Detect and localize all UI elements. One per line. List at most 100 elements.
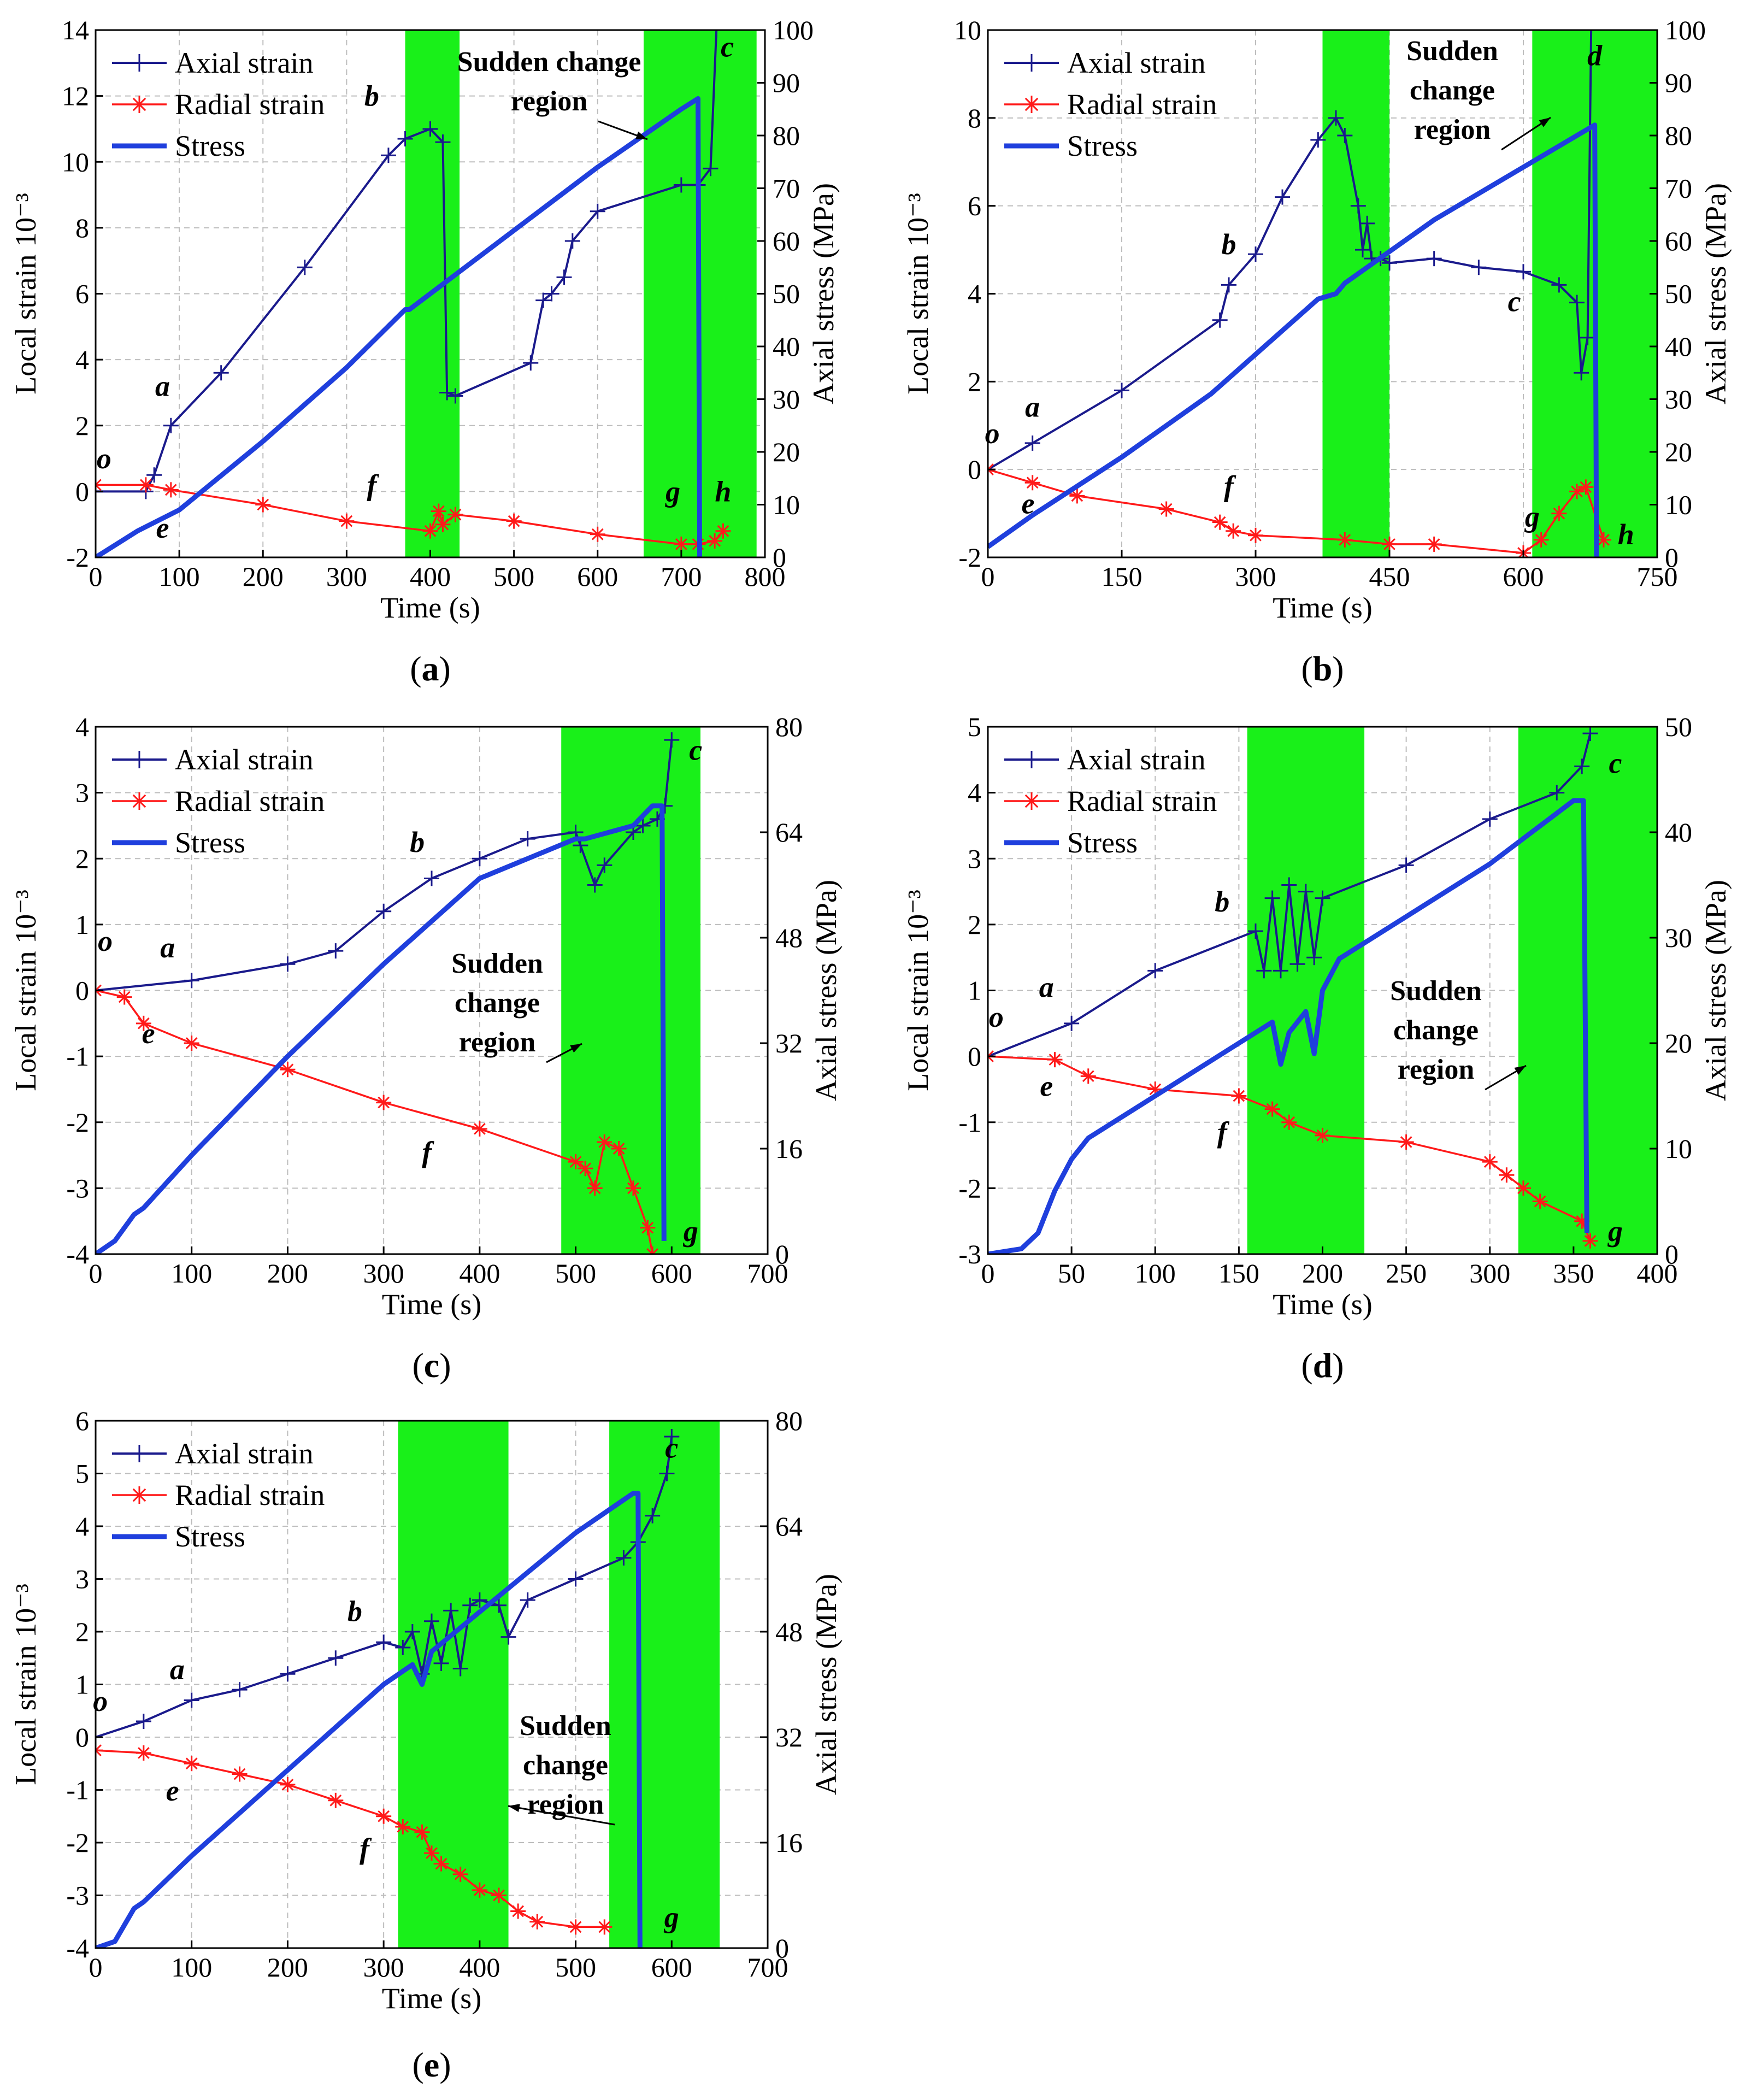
y2-tick-label: 0: [1665, 1239, 1679, 1269]
point-label-e: e: [1022, 487, 1035, 520]
y-tick-label: 0: [75, 975, 89, 1006]
axial-strain-marker: [1221, 277, 1236, 293]
y-tick-label: 2: [75, 410, 89, 441]
legend-label: Stress: [1067, 130, 1138, 162]
axial-strain-marker: [452, 1661, 468, 1677]
annotation-text: region: [459, 1027, 536, 1058]
x-tick-label: 0: [981, 1258, 995, 1289]
annotation-text: region: [511, 86, 588, 117]
axial-strain-marker: [380, 148, 396, 163]
axial-strain-marker: [462, 1597, 478, 1613]
axial-strain-marker: [1337, 128, 1353, 143]
radial-strain-marker: [395, 1819, 411, 1835]
radial-strain-marker: [568, 1154, 584, 1170]
radial-strain-marker: [1516, 1180, 1531, 1196]
panel-caption: (c): [412, 1346, 451, 1385]
x-axis-label: Time (s): [382, 1288, 482, 1321]
annotation-arrow: [508, 1805, 615, 1826]
legend-label: Stress: [175, 130, 245, 162]
y-tick-label: 4: [75, 344, 89, 375]
x-tick-label: 0: [89, 1258, 103, 1289]
y-tick-label: 0: [968, 454, 981, 485]
axial-strain-marker: [232, 1682, 248, 1698]
x-tick-label: 700: [747, 1258, 788, 1289]
axial-strain-marker: [587, 877, 603, 893]
x-tick-label: 600: [1503, 561, 1544, 592]
radial-strain-marker: [1532, 1193, 1548, 1209]
x-tick-label: 400: [459, 1952, 500, 1983]
y-tick-label: 10: [62, 146, 89, 177]
annotation-text: change: [455, 987, 540, 1019]
axial-strain-marker: [556, 269, 572, 285]
x-tick-label: 350: [1553, 1258, 1594, 1289]
x-tick-label: 300: [363, 1258, 404, 1289]
radial-strain-marker: [587, 1180, 603, 1196]
y2-tick-label: 0: [775, 1933, 789, 1963]
radial-strain-marker: [1248, 527, 1263, 543]
point-label-f: f: [1217, 1116, 1230, 1149]
y2-tick-label: 40: [773, 331, 800, 362]
y-axis-label-left: Local strain 10⁻³: [902, 890, 934, 1091]
series-line: [96, 1491, 643, 1948]
axial-strain-marker: [424, 870, 439, 886]
radial-strain-marker: [1024, 475, 1040, 491]
axial-strain-marker: [1248, 923, 1263, 939]
y2-tick-label: 64: [775, 1511, 803, 1542]
radial-strain-marker: [1337, 532, 1353, 548]
radial-strain-marker: [1264, 1101, 1280, 1117]
y2-tick-label: 16: [775, 1133, 803, 1164]
x-tick-label: 500: [555, 1258, 596, 1289]
series-radial-strain: [988, 1049, 1598, 1249]
y2-tick-label: 10: [1665, 490, 1692, 520]
axial-strain-marker: [597, 857, 613, 873]
y-tick-label: -2: [66, 1107, 89, 1138]
point-label-h: h: [1618, 518, 1634, 551]
y2-tick-label: 70: [773, 173, 800, 204]
point-label-e: e: [166, 1774, 179, 1807]
y2-tick-label: 80: [775, 711, 803, 742]
axial-strain-marker: [1549, 785, 1565, 801]
axial-strain-marker: [1298, 884, 1314, 899]
x-tick-label: 700: [747, 1952, 788, 1983]
axial-strain-marker: [1310, 132, 1326, 148]
legend: Axial strain Radial strain Stress: [1004, 46, 1217, 162]
axial-strain-marker: [397, 131, 413, 147]
sudden-change-annotation: Sudden change region: [1406, 36, 1551, 151]
legend-label: Axial strain: [1067, 743, 1205, 776]
axial-strain-marker: [1289, 956, 1305, 972]
axial-strain-marker: [1426, 251, 1442, 267]
axial-strain-marker: [1350, 198, 1366, 214]
axial-strain-marker: [645, 1508, 661, 1523]
point-label-e: e: [142, 1017, 155, 1050]
axial-strain-marker: [1024, 435, 1040, 451]
series-stress: [988, 122, 1599, 557]
axial-strain-marker: [1574, 365, 1589, 381]
point-label-b: b: [1215, 885, 1229, 918]
y2-tick-label: 60: [1665, 226, 1692, 256]
y-tick-label: 4: [968, 778, 981, 808]
axial-strain-marker: [435, 134, 451, 150]
axial-strain-marker: [1264, 890, 1280, 906]
series-line: [96, 96, 703, 557]
y2-tick-label: 30: [773, 384, 800, 415]
y-axis-label-left: Local strain 10⁻³: [9, 193, 42, 395]
x-tick-label: 0: [89, 561, 103, 592]
axial-strain-marker: [673, 177, 689, 193]
x-tick-label: 400: [410, 561, 451, 592]
axial-strain-marker: [1516, 264, 1531, 280]
y-tick-label: -3: [66, 1173, 89, 1203]
radial-strain-marker: [590, 526, 605, 542]
radial-strain-marker: [339, 513, 355, 529]
y-tick-label: 6: [75, 279, 89, 309]
legend-label: Radial strain: [175, 1479, 325, 1511]
y-tick-label: -2: [958, 542, 981, 573]
axial-strain-marker: [520, 1592, 535, 1608]
panel-e: 0 100 200 300 400 500 600 700 -4 -3 -2 -1 0 1 2 3 4 5 6 0 16…: [9, 1405, 843, 2084]
axial-strain-marker: [500, 1629, 516, 1645]
axial-strain-marker: [433, 1655, 449, 1671]
radial-strain-marker: [1398, 1134, 1414, 1150]
y2-tick-label: 80: [773, 120, 800, 151]
y-tick-label: 5: [968, 711, 981, 742]
sudden-change-annotation: Sudden change region: [457, 46, 648, 140]
y2-tick-label: 10: [1665, 1133, 1692, 1164]
